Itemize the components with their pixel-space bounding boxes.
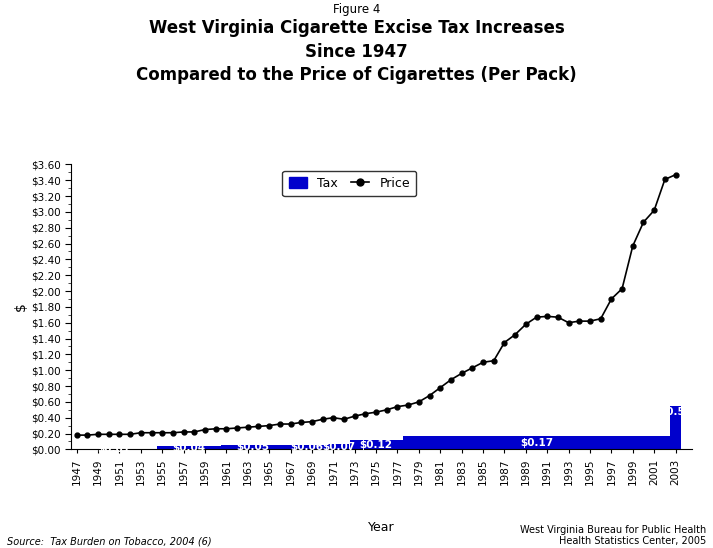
Text: $0.05: $0.05	[237, 442, 270, 453]
Text: $0.04: $0.04	[173, 443, 205, 453]
Bar	[328, 444, 349, 449]
Text: West Virginia Cigarette Excise Tax Increases
Since 1947
Compared to the Price of: West Virginia Cigarette Excise Tax Incre…	[136, 19, 577, 84]
Y-axis label: $: $	[14, 302, 29, 311]
Text: $0.07: $0.07	[322, 442, 355, 452]
Bar	[403, 436, 670, 449]
Text: Source:  Tax Burden on Tobacco, 2004 (6): Source: Tax Burden on Tobacco, 2004 (6)	[7, 536, 212, 546]
Text: $0.01: $0.01	[98, 444, 130, 454]
Text: Figure 4: Figure 4	[333, 3, 380, 16]
Legend: Tax, Price: Tax, Price	[282, 170, 416, 196]
Bar	[157, 446, 221, 449]
Text: $0.06: $0.06	[290, 442, 323, 452]
Text: West Virginia Bureau for Public Health
Health Statistics Center, 2005: West Virginia Bureau for Public Health H…	[520, 525, 706, 546]
Text: $0.55: $0.55	[659, 407, 692, 418]
Text: $0.12: $0.12	[359, 439, 393, 449]
Bar	[285, 444, 328, 449]
Text: Year: Year	[368, 521, 395, 534]
Text: $0.17: $0.17	[520, 438, 553, 448]
Bar	[221, 446, 285, 449]
Bar	[349, 440, 403, 449]
Bar	[670, 406, 681, 449]
